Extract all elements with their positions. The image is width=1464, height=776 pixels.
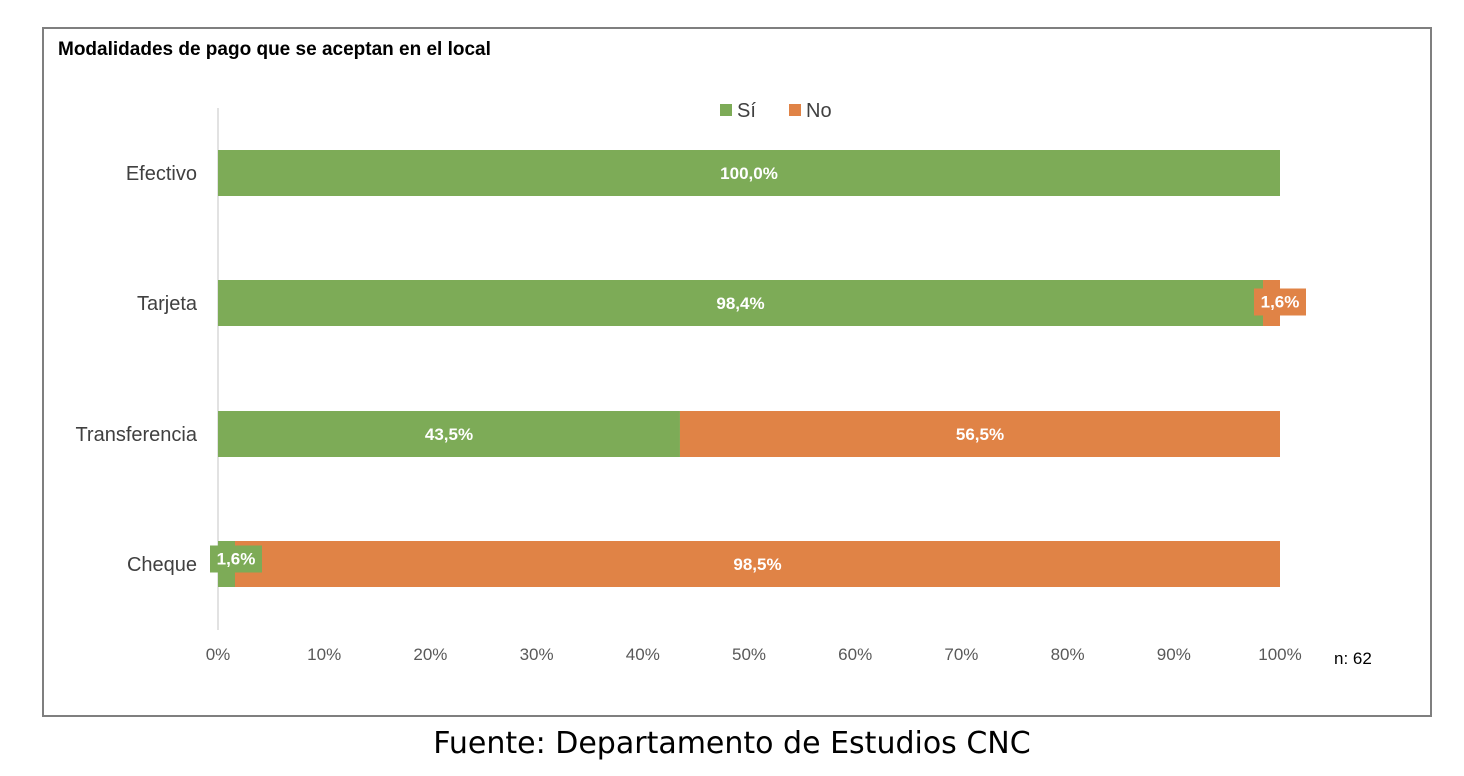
bar-no-transferencia bbox=[679, 411, 1280, 457]
x-tick-label-9: 90% bbox=[1157, 645, 1191, 664]
legend-swatch-si bbox=[720, 104, 732, 116]
x-tick-label-1: 10% bbox=[307, 645, 341, 664]
x-tick-label-0: 0% bbox=[206, 645, 231, 664]
x-tick-label-8: 80% bbox=[1051, 645, 1085, 664]
chart-title: Modalidades de pago que se aceptan en el… bbox=[58, 39, 491, 60]
category-label-transferencia: Transferencia bbox=[75, 424, 197, 446]
data-label-si-efectivo: 100,0% bbox=[720, 164, 778, 183]
x-tick-label-2: 20% bbox=[413, 645, 447, 664]
category-label-tarjeta: Tarjeta bbox=[137, 293, 198, 315]
data-label-si-tarjeta: 98,4% bbox=[716, 294, 764, 313]
legend-label-si: Sí bbox=[737, 100, 756, 122]
legend-label-no: No bbox=[806, 100, 832, 122]
chart-frame bbox=[42, 27, 1432, 717]
data-label-no-cheque: 98,5% bbox=[733, 555, 781, 574]
bar-si-tarjeta bbox=[218, 280, 1264, 326]
sample-note: n: 62 bbox=[1334, 649, 1372, 668]
data-label-no-transferencia: 56,5% bbox=[956, 425, 1004, 444]
bar-si-efectivo bbox=[218, 150, 1280, 196]
x-tick-label-7: 70% bbox=[944, 645, 978, 664]
data-label-si-cheque: 1,6% bbox=[217, 550, 256, 569]
data-label-no-tarjeta: 1,6% bbox=[1261, 293, 1300, 312]
bar-no-cheque bbox=[234, 541, 1281, 587]
data-label-si-transferencia: 43,5% bbox=[425, 425, 473, 444]
category-label-cheque: Cheque bbox=[127, 554, 197, 576]
x-tick-label-6: 60% bbox=[838, 645, 872, 664]
x-tick-label-5: 50% bbox=[732, 645, 766, 664]
bar-si-transferencia bbox=[218, 411, 680, 457]
x-tick-label-10: 100% bbox=[1258, 645, 1301, 664]
legend-swatch-no bbox=[789, 104, 801, 116]
data-label-si-cheque-box bbox=[210, 545, 262, 573]
x-tick-label-4: 40% bbox=[626, 645, 660, 664]
category-label-efectivo: Efectivo bbox=[126, 163, 197, 185]
source-note: Fuente: Departamento de Estudios CNC bbox=[433, 726, 1031, 761]
x-tick-label-3: 30% bbox=[520, 645, 554, 664]
data-label-no-tarjeta-box bbox=[1254, 288, 1306, 316]
